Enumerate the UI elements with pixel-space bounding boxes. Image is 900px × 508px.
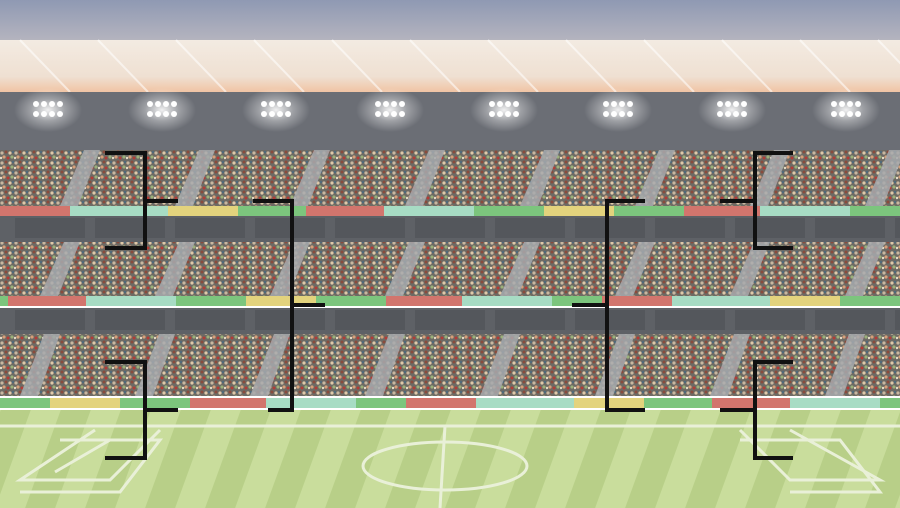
bracket-right-r1-top: [720, 151, 793, 250]
bracket-right-r1-bottom: [720, 360, 793, 460]
roof: [0, 40, 900, 92]
bracket-left-r1-bottom: [105, 360, 178, 460]
floodlight-icon: [128, 88, 196, 132]
bracket-left-r1-top: [105, 151, 178, 250]
floodlight-icon: [356, 88, 424, 132]
sky: [0, 0, 900, 45]
floodlight-icon: [584, 88, 652, 132]
floodlight-icon: [14, 88, 82, 132]
floodlight-icon: [470, 88, 538, 132]
pitch-markings: [0, 424, 900, 508]
floodlight-icon: [698, 88, 766, 132]
stand-tier: [0, 242, 900, 334]
bracket-left-r2: [253, 199, 325, 412]
bracket-right-r2: [572, 199, 645, 412]
floodlight-icon: [812, 88, 880, 132]
floodlight-icon: [242, 88, 310, 132]
stand-tier: [0, 150, 900, 242]
stand-tier: [0, 334, 900, 408]
